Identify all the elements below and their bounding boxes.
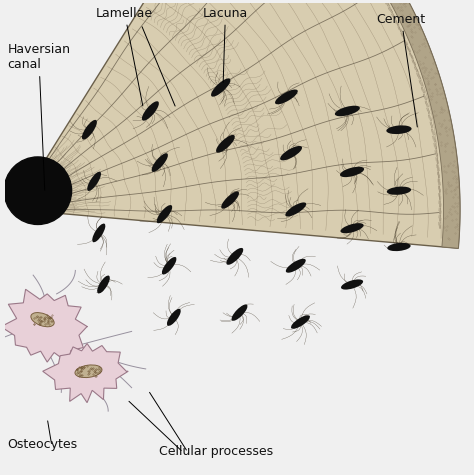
Ellipse shape xyxy=(227,248,243,265)
Ellipse shape xyxy=(162,257,176,275)
Ellipse shape xyxy=(92,224,105,242)
Ellipse shape xyxy=(285,202,306,217)
Ellipse shape xyxy=(87,171,101,191)
Polygon shape xyxy=(242,0,460,248)
Ellipse shape xyxy=(157,205,172,223)
Ellipse shape xyxy=(286,259,306,273)
Polygon shape xyxy=(43,343,128,403)
Ellipse shape xyxy=(152,153,168,172)
Text: Osteocytes: Osteocytes xyxy=(8,438,78,451)
Text: Cement: Cement xyxy=(377,13,426,127)
Ellipse shape xyxy=(97,276,110,294)
Ellipse shape xyxy=(387,243,410,251)
Ellipse shape xyxy=(291,315,310,329)
Ellipse shape xyxy=(82,120,97,140)
Ellipse shape xyxy=(167,309,181,326)
Ellipse shape xyxy=(340,223,364,233)
Polygon shape xyxy=(34,0,460,248)
Ellipse shape xyxy=(216,135,235,152)
Ellipse shape xyxy=(142,101,159,121)
Ellipse shape xyxy=(386,125,411,134)
Ellipse shape xyxy=(335,106,360,116)
Ellipse shape xyxy=(387,187,411,195)
Text: Lamellae: Lamellae xyxy=(96,7,153,106)
Ellipse shape xyxy=(31,313,54,327)
Ellipse shape xyxy=(341,279,363,290)
Circle shape xyxy=(4,157,72,225)
Text: Haversian
canal: Haversian canal xyxy=(8,43,70,190)
Ellipse shape xyxy=(231,304,247,321)
Text: Cellular processes: Cellular processes xyxy=(159,445,273,458)
Ellipse shape xyxy=(75,365,102,378)
Text: Lacuna: Lacuna xyxy=(203,7,248,82)
Ellipse shape xyxy=(221,191,239,209)
Ellipse shape xyxy=(280,146,302,161)
Polygon shape xyxy=(1,289,88,363)
Ellipse shape xyxy=(275,89,298,104)
Ellipse shape xyxy=(211,78,230,97)
Ellipse shape xyxy=(340,167,364,177)
